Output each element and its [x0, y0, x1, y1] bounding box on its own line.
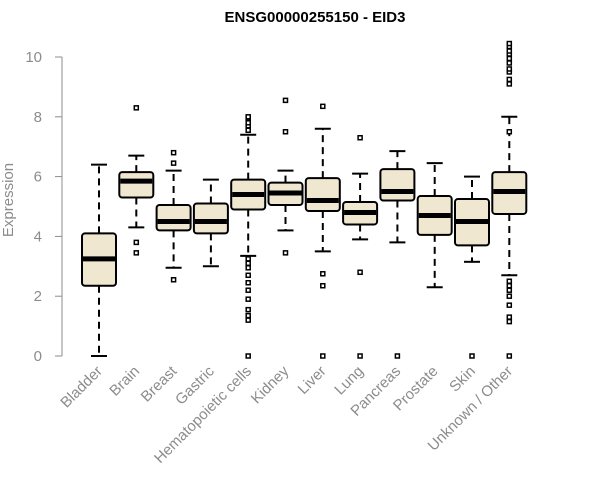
outlier-point — [245, 272, 251, 279]
y-tick-label: 10 — [25, 49, 42, 66]
box-kidney — [267, 97, 304, 256]
outlier-point — [469, 353, 475, 359]
chart-title: ENSG00000255150 - EID3 — [225, 9, 406, 26]
outlier-point — [320, 353, 326, 359]
outlier-point — [245, 256, 251, 262]
outlier-point — [506, 40, 513, 47]
y-tick-label: 6 — [34, 169, 42, 186]
outlier-point — [282, 97, 289, 104]
outlier-point — [282, 129, 289, 135]
outlier-point — [245, 279, 251, 286]
outlier-point — [506, 353, 513, 359]
iqr-box — [379, 168, 416, 202]
outlier-point — [170, 160, 177, 166]
box-bladder — [81, 163, 117, 357]
box-unknown-other — [491, 40, 528, 359]
outlier-point — [133, 239, 140, 246]
outlier-point — [320, 282, 326, 289]
outlier-point — [133, 250, 140, 256]
box-prostate — [416, 162, 453, 289]
iqr-box — [304, 177, 341, 212]
outlier-point — [245, 114, 251, 120]
outlier-point — [506, 318, 513, 325]
outlier-point — [506, 60, 513, 66]
outlier-point — [245, 353, 251, 359]
outlier-point — [506, 76, 513, 83]
box-skin — [454, 175, 490, 359]
outlier-point — [506, 302, 513, 308]
box-hematopoietic-cells — [230, 114, 267, 359]
outlier-point — [357, 134, 363, 141]
y-tick-label: 0 — [34, 348, 42, 365]
outlier-point — [245, 260, 251, 267]
box-brain — [118, 105, 155, 256]
outlier-point — [506, 293, 513, 299]
y-tick-label: 8 — [34, 109, 42, 126]
outlier-point — [245, 287, 251, 293]
outlier-point — [320, 271, 326, 277]
x-tick-label: Skin — [446, 363, 479, 396]
boxes-group — [81, 40, 528, 359]
box-gastric — [192, 178, 229, 268]
x-tick-label: Bladder — [57, 363, 106, 412]
y-tick-label: 2 — [34, 288, 42, 305]
outlier-point — [506, 55, 513, 62]
x-tick-label: Kidney — [248, 362, 293, 407]
outlier-point — [506, 81, 513, 87]
box-breast — [155, 149, 192, 283]
outlier-point — [245, 296, 251, 302]
box-lung — [342, 134, 379, 359]
outlier-point — [245, 127, 251, 134]
iqr-box — [192, 202, 229, 235]
iqr-box — [118, 171, 155, 199]
outlier-point — [506, 282, 513, 289]
outlier-point — [320, 103, 326, 110]
outlier-point — [245, 120, 251, 126]
outlier-point — [506, 278, 513, 284]
y-axis: 0 2 4 6 8 10 — [25, 49, 63, 365]
outlier-point — [170, 277, 177, 283]
iqr-box — [155, 204, 192, 232]
outlier-point — [245, 317, 251, 323]
y-axis-label: Expression — [0, 163, 17, 237]
outlier-point — [282, 250, 289, 256]
outlier-point — [357, 269, 363, 276]
y-tick-label: 4 — [34, 228, 42, 245]
outlier-point — [170, 149, 177, 156]
outlier-point — [506, 129, 513, 135]
x-tick-label: Liver — [295, 363, 330, 398]
outlier-point — [506, 314, 513, 320]
outlier-point — [245, 312, 251, 319]
outlier-point — [506, 287, 513, 293]
outlier-point — [245, 306, 251, 313]
box-pancreas — [379, 150, 416, 359]
outlier-point — [357, 353, 363, 359]
outlier-point — [506, 48, 513, 54]
outlier-point — [506, 66, 513, 72]
outlier-point — [133, 105, 140, 111]
box-liver — [304, 103, 341, 359]
outlier-point — [245, 265, 251, 271]
outlier-point — [394, 353, 401, 359]
